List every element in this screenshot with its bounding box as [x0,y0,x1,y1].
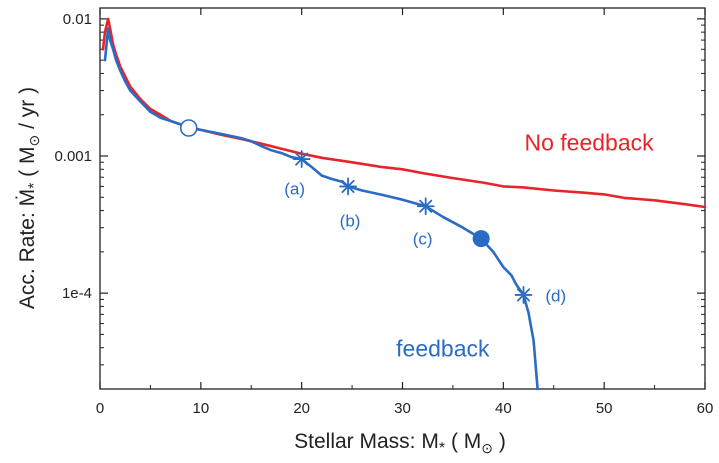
x-tick-label: 20 [293,400,310,417]
x-tick-label: 60 [697,400,714,417]
y-tick-label: 0.01 [63,11,92,28]
x-tick-label: 30 [394,400,411,417]
x-tick-label: 50 [596,400,613,417]
asterisk-marker [416,197,435,216]
marker-label: (a) [284,179,305,198]
y-axis-ticks: 1e-4 0.001 0.01 [54,11,705,390]
y-tick-label: 0.001 [54,148,92,165]
asterisk-marker [514,286,533,304]
annotation-layer: No feedback feedback [396,130,654,362]
y-axis-title: Acc. Rate: Ṁ* ( M⊙ / yr ) [16,87,43,309]
x-tick-label: 10 [192,400,209,417]
asterisk-marker [292,150,311,168]
y-tick-label: 1e-4 [62,285,92,302]
marker-layer: (a) (b) (c) (d) [179,119,566,305]
marker-label: (d) [545,286,566,305]
series-line-no-feedback [101,17,707,209]
series-layer [101,17,707,391]
series-annotation: No feedback [524,130,654,156]
marker-label: (c) [413,230,433,249]
x-axis-title: Stellar Mass: M* ( M⊙ ) [294,430,506,457]
x-tick-label: 40 [495,400,512,417]
open-circle-marker [179,119,198,137]
x-tick-label: 0 [96,400,104,417]
x-axis-ticks: 0 10 20 30 40 50 60 [96,8,714,417]
asterisk-marker [339,177,357,196]
marker-label: (b) [340,211,361,230]
series-annotation: feedback [396,335,490,361]
series-line-feedback [103,27,539,391]
filled-circle-marker [472,230,490,248]
